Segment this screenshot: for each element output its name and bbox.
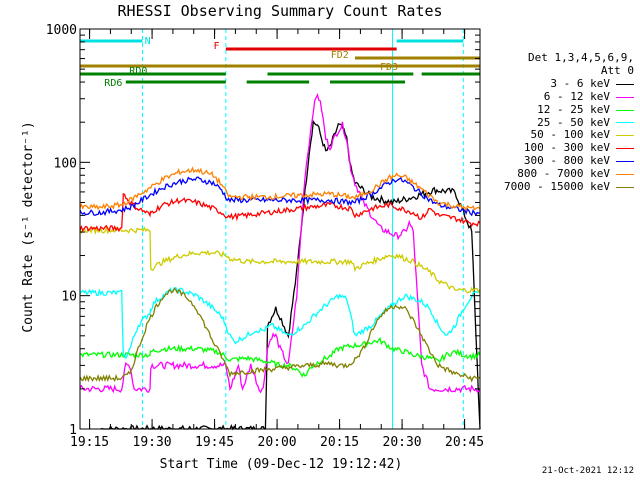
- mode-label-fd2: FD2: [331, 50, 349, 61]
- x-tick-label: 19:30: [133, 435, 172, 450]
- mode-label-n: N: [145, 36, 151, 47]
- mode-label-rd6: RD6: [104, 78, 122, 89]
- legend-swatch: [616, 148, 634, 150]
- legend-swatch: [616, 122, 634, 124]
- y-axis-label: Count Rate (s⁻¹ detector⁻¹): [21, 121, 36, 332]
- legend-swatch: [616, 83, 634, 85]
- series-line-6: [79, 176, 481, 217]
- legend-swatch: [616, 161, 634, 163]
- series-line-3: [79, 286, 481, 360]
- legend-item: 7000 - 15000 keV: [484, 180, 634, 194]
- legend-swatch: [616, 174, 634, 176]
- series-line-4: [79, 225, 481, 294]
- legend-item: 100 - 300 keV: [484, 141, 634, 155]
- legend-label: 3 - 6 keV: [550, 76, 610, 90]
- y-tick-label: 10: [61, 290, 77, 305]
- legend-label: 12 - 25 keV: [537, 102, 610, 116]
- legend-swatch: [616, 187, 634, 189]
- legend-attenuator: Att 0: [600, 63, 634, 77]
- x-tick-label: 19:15: [70, 435, 109, 450]
- legend-label: 100 - 300 keV: [523, 141, 610, 155]
- chart-title: RHESSI Observing Summary Count Rates: [117, 2, 443, 20]
- legend-label: 800 - 7000 keV: [517, 167, 610, 181]
- mode-bars: N F FD2 FD3 RD0 RD6: [80, 36, 480, 89]
- series-line-2: [79, 336, 481, 378]
- y-tick-label: 1000: [46, 23, 77, 38]
- x-tick-label: 19:45: [195, 435, 234, 450]
- mode-label-f: F: [214, 41, 220, 52]
- legend-item: 50 - 100 keV: [484, 129, 634, 142]
- legend-label: 7000 - 15000 keV: [504, 180, 610, 194]
- legend-swatch: [616, 109, 634, 111]
- x-axis-label: Start Time (09-Dec-12 19:12:42): [160, 457, 403, 472]
- legend-swatch: [616, 96, 634, 98]
- legend-item: 300 - 800 keV: [484, 154, 634, 168]
- legend-detectors: Det 1,3,4,5,6,9,: [528, 51, 634, 64]
- mode-label-fd3: FD3: [380, 62, 398, 73]
- y-tick-label: 100: [54, 156, 77, 171]
- legend-label: 50 - 100 keV: [530, 128, 610, 142]
- timestamp: 21-Oct-2021 12:12: [541, 466, 634, 476]
- x-tick-label: 20:15: [320, 435, 359, 450]
- legend-label: 25 - 50 keV: [537, 115, 610, 129]
- series-line-1: [79, 93, 481, 394]
- x-tick-label: 20:45: [445, 435, 484, 450]
- legend-swatch: [616, 135, 634, 137]
- plot-frame: [79, 28, 481, 430]
- legend: Det 1,3,4,5,6,9, Att 0 3 - 6 keV 6 - 12 k…: [484, 51, 634, 194]
- legend-label: 6 - 12 keV: [543, 89, 610, 103]
- series-line-7: [79, 166, 481, 212]
- series-line-5: [79, 192, 481, 233]
- legend-item: 3 - 6 keV: [484, 76, 634, 91]
- series-line-0: [100, 119, 481, 431]
- legend-item: 800 - 7000 keV: [484, 167, 634, 181]
- legend-label: 300 - 800 keV: [523, 154, 610, 168]
- x-tick-label: 20:30: [383, 435, 422, 450]
- x-tick-label: 20:00: [258, 435, 297, 450]
- legend-item: 12 - 25 keV: [484, 102, 634, 117]
- mode-label-rd0: RD0: [129, 66, 147, 77]
- axes: 1 10 100 1000 19:15 19:30 19:45 20:00 20:15 20:30…: [46, 23, 484, 450]
- y-tick-label: 1: [69, 423, 77, 438]
- series-line-8: [79, 287, 481, 383]
- plot-area: [79, 29, 481, 431]
- legend-item: 25 - 50 keV: [484, 115, 634, 130]
- legend-item: 6 - 12 keV: [484, 89, 634, 104]
